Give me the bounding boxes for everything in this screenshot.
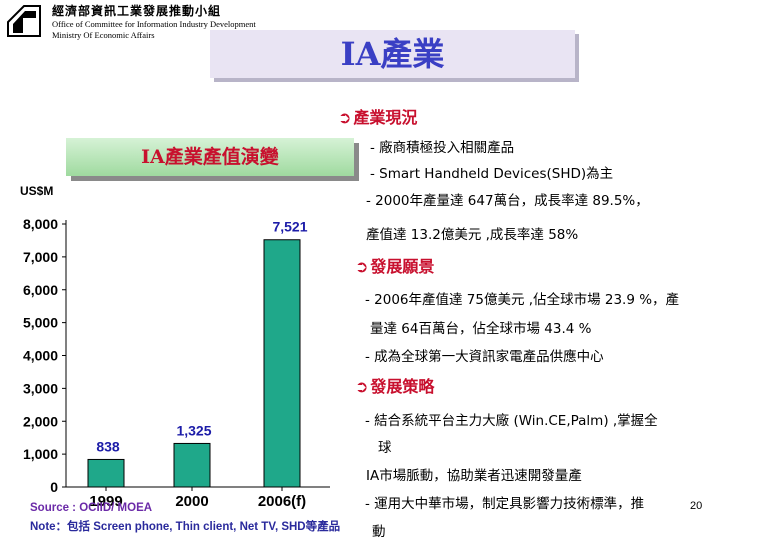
- ministry-logo-icon: [7, 5, 41, 37]
- bar-value-label: 1,325: [176, 422, 211, 438]
- y-tick-label: 8,000: [23, 216, 58, 232]
- section-heading-vision: ➲ 發展願景: [355, 257, 435, 276]
- footnote: Note：包括 Screen phone, Thin client, Net T…: [30, 521, 341, 533]
- strategy-line-4: - 運用大中華市場，制定具影響力技術標準，推: [365, 496, 645, 512]
- strategy-line-1: - 結合系統平台主力大廠 (Win.CE,Palm) ,掌握全: [365, 413, 658, 429]
- source-note: Source : OCIID/ MOEA: [30, 502, 153, 514]
- bar: [263, 239, 301, 488]
- arrow-right-icon: ➲: [355, 377, 369, 396]
- vision-line-3: - 成為全球第一大資訊家電產品供應中心: [365, 349, 604, 365]
- section-heading-status: ➲ 產業現況: [338, 108, 418, 127]
- strategy-line-3: IA市場脈動，協助業者迅速開發量產: [366, 468, 582, 484]
- x-tick-label: 1999: [89, 493, 122, 510]
- org-name-zh: 經濟部資訊工業發展推動小組: [52, 4, 222, 18]
- y-tick-label: 1,000: [23, 446, 58, 462]
- y-axis-unit-label: US$M: [20, 184, 54, 198]
- arrow-right-icon: ➲: [355, 257, 369, 276]
- strategy-line-2: 球: [378, 440, 392, 456]
- bar-chart: 0 1,000 2,000 3,000 4,000 5,000 6,000 7,000 8,00…: [23, 216, 330, 510]
- header: 經濟部資訊工業發展推動小組 Office of Committee for In…: [6, 2, 306, 42]
- page-title: IA產業: [340, 35, 445, 73]
- section-heading-strategy: ➲ 發展策略: [355, 377, 435, 396]
- y-tick-label: 4,000: [23, 348, 58, 364]
- chart-title-box: IA產業產值演變: [66, 138, 354, 176]
- bar: [173, 442, 211, 488]
- y-tick-label: 6,000: [23, 282, 58, 298]
- y-tick-label: 7,000: [23, 249, 58, 265]
- y-tick-label: 3,000: [23, 380, 58, 396]
- bar-value-label: 7,521: [272, 219, 307, 235]
- page-title-box: IA產業: [210, 30, 575, 78]
- status-line-2: - Smart Handheld Devices(SHD)為主: [370, 166, 614, 182]
- vision-line-2: 量達 64百萬台，佔全球市場 43.4 %: [370, 321, 592, 337]
- status-line-1: - 廠商積極投入相關產品: [370, 140, 515, 156]
- y-tick-label: 2,000: [23, 413, 58, 429]
- strategy-line-5: 動: [372, 524, 386, 540]
- x-tick-label: 2006(f): [258, 493, 306, 510]
- chart-title: IA產業產值演變: [141, 146, 279, 168]
- page-number: 20: [690, 500, 703, 512]
- x-tick-label: 2000: [175, 493, 208, 510]
- arrow-right-icon: ➲: [338, 108, 352, 127]
- status-line-4: 產值達 13.2億美元 ,成長率達 58%: [366, 227, 579, 243]
- y-tick-label: 0: [50, 479, 58, 495]
- y-tick-label: 5,000: [23, 315, 58, 331]
- bar: [87, 458, 125, 488]
- status-line-3: - 2000年產量達 647萬台，成長率達 89.5%，: [366, 193, 649, 209]
- vision-line-1: - 2006年產值達 75億美元 ,佔全球市場 23.9 %，產: [365, 292, 680, 308]
- bar-value-label: 838: [96, 438, 120, 454]
- org-name-en: Office of Committee for Information Indu…: [52, 19, 256, 29]
- ministry-name-en: Ministry Of Economic Affairs: [52, 30, 155, 40]
